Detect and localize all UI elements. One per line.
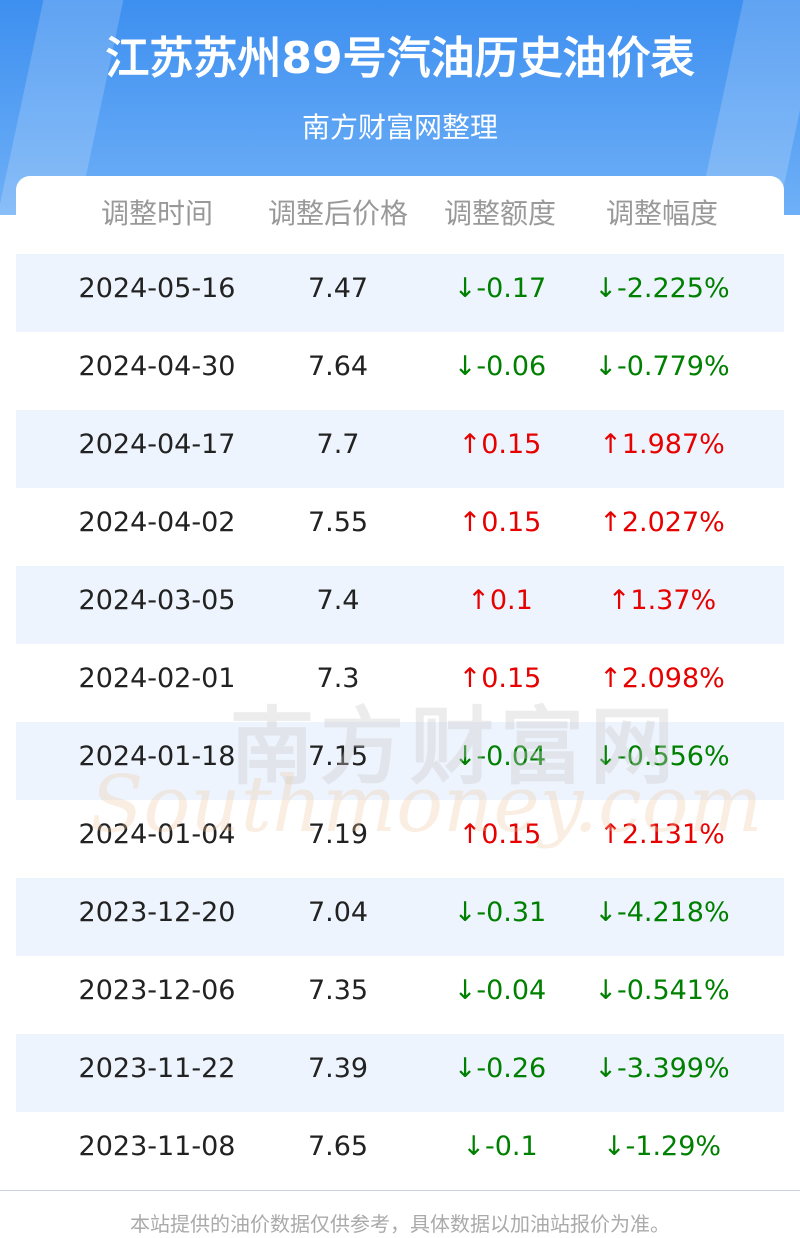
table-cell: ↑0.15 [458,663,542,694]
table-cell: ↓-2.225% [594,273,730,304]
table-cell: 7.64 [307,351,369,382]
column-header: 调整时间 [100,197,213,230]
table-cell: 7.15 [307,741,369,772]
table-row: 2024-04-02 7.55 ↑0.15 ↑2.027% [16,488,784,566]
table-cell: ↓-3.399% [594,1053,730,1084]
column-header: 调整额度 [443,197,556,230]
table-cell: 7.55 [307,507,369,538]
column-header: 调整后价格 [267,197,408,230]
table-cell: ↓-0.26 [453,1053,547,1084]
table-cell: ↓-0.556% [594,741,730,772]
table-cell: ↓-0.1 [462,1131,538,1162]
table-cell: ↓-0.541% [594,975,730,1006]
table-row: 2024-04-30 7.64 ↓-0.06 ↓-0.779% [16,332,784,410]
table-cell: ↓-1.29% [602,1131,722,1162]
table-cell: ↑0.15 [458,507,542,538]
footer: 本站提供的油价数据仅供参考，具体数据以加油站报价为准。 [130,1212,670,1236]
table-cell: 7.3 [316,663,360,694]
table-row: 2023-12-06 7.35 ↓-0.04 ↓-0.541% [16,956,784,1034]
table-cell: 7.7 [316,429,360,460]
table-cell: 2024-04-02 [78,507,236,538]
table-cell: 2023-12-20 [78,897,236,928]
table-row: 2024-01-04 7.19 ↑0.15 ↑2.131% [16,800,784,878]
table-cell: 2024-04-30 [78,351,236,382]
table-cell: ↑2.131% [599,819,725,850]
table-cell: ↓-0.31 [453,897,547,928]
table-cell: ↓-0.06 [453,351,547,382]
table-row: 2024-02-01 7.3 ↑0.15 ↑2.098% [16,644,784,722]
subtitle: 南方财富网整理 [301,111,498,144]
table-cell: ↑1.37% [607,585,717,616]
table-row: 2024-03-05 7.4 ↑0.1 ↑1.37% [16,566,784,644]
table-row: 2024-04-17 7.7 ↑0.15 ↑1.987% [16,410,784,488]
table-cell: ↑1.987% [599,429,725,460]
table-cell: 2024-04-17 [78,429,236,460]
table-cell: 2024-03-05 [78,585,236,616]
table-cell: 2023-11-08 [78,1131,236,1162]
table-cell: 2024-05-16 [78,273,236,304]
table-cell: 7.35 [307,975,369,1006]
table-cell: ↓-0.17 [453,273,547,304]
table-cell: ↑0.15 [458,429,542,460]
table-cell: ↑2.027% [599,507,725,538]
table-cell: 2023-12-06 [78,975,236,1006]
table-cell: 2024-01-18 [78,741,236,772]
table-cell: ↓-0.04 [453,741,547,772]
table-cell: ↓-4.218% [594,897,730,928]
table-cell: 2024-01-04 [78,819,236,850]
table-cell: 7.39 [307,1053,369,1084]
table-cell: 7.19 [307,819,369,850]
table-cell: 2023-11-22 [78,1053,236,1084]
table-row: 2023-11-08 7.65 ↓-0.1 ↓-1.29% [16,1112,784,1190]
table-cell: ↓-0.04 [453,975,547,1006]
table-row: 2024-01-18 7.15 ↓-0.04 ↓-0.556% [16,722,784,800]
table-cell: ↑0.15 [458,819,542,850]
table-cell: 7.4 [316,585,360,616]
divider [0,1190,800,1191]
table-cell: 7.65 [307,1131,369,1162]
column-header: 调整幅度 [605,197,718,230]
table: 调整时间 调整后价格 调整额度 调整幅度 2024-05-16 7.47 ↓-0.17 ↓-2… [16,176,784,1190]
table-row: 2023-12-20 7.04 ↓-0.31 ↓-4.218% [16,878,784,956]
table-cell: 7.04 [307,897,369,928]
title: 江苏苏州89号汽油历史油价表 [105,33,695,84]
table-cell: ↓-0.779% [594,351,730,382]
table-cell: 7.47 [307,273,369,304]
table-cell: ↑2.098% [599,663,725,694]
table-row: 2023-11-22 7.39 ↓-0.26 ↓-3.399% [16,1034,784,1112]
table-row: 2024-05-16 7.47 ↓-0.17 ↓-2.225% [16,254,784,332]
table-cell: 2024-02-01 [78,663,236,694]
table-cell: ↑0.1 [467,585,533,616]
